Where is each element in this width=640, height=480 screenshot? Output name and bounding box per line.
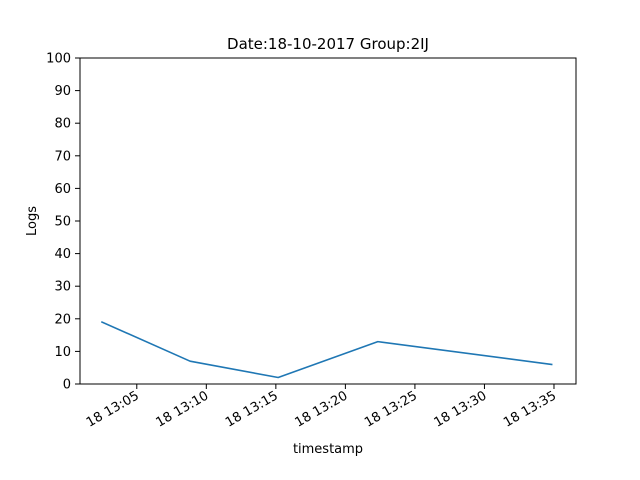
y-tick-label: 20	[54, 312, 71, 327]
y-tick-label: 100	[46, 52, 71, 67]
y-tick-label: 50	[54, 215, 71, 230]
y-tick-label: 80	[54, 117, 71, 132]
y-tick-label: 10	[54, 345, 71, 360]
y-tick-label: 30	[54, 280, 71, 295]
y-tick-label: 70	[54, 149, 71, 164]
x-axis-label: timestamp	[293, 442, 363, 457]
y-tick-label: 60	[54, 182, 71, 197]
y-tick-label: 90	[54, 84, 71, 99]
y-tick-label: 0	[63, 378, 71, 393]
plot-marks	[100, 321, 553, 379]
y-axis-label: Logs	[25, 206, 40, 236]
series-line	[100, 321, 553, 379]
chart-title: Date:18-10-2017 Group:2IJ	[227, 35, 429, 53]
y-tick-label: 40	[54, 247, 71, 262]
